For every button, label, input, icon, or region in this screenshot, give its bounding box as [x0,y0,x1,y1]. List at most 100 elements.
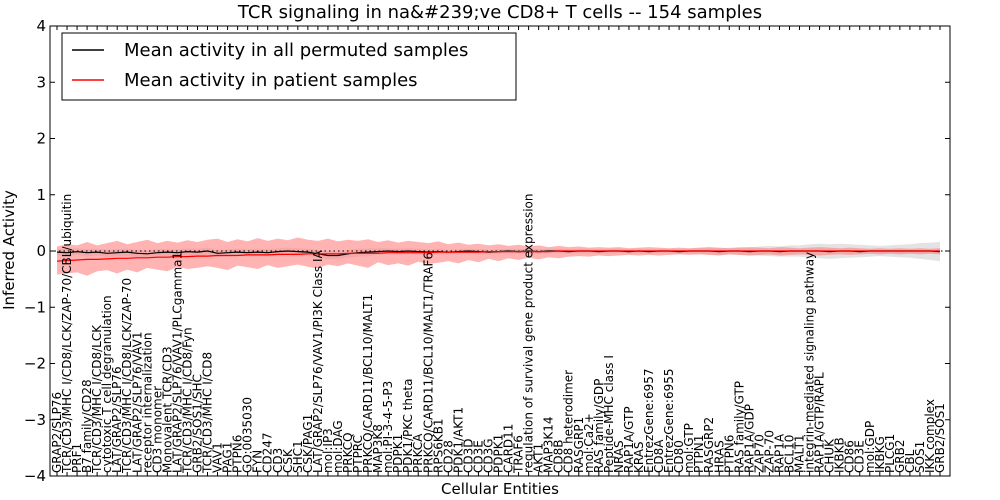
category-label: TCR/CD3/MHC I/CD8/LCK [90,324,104,474]
line-series-1 [56,250,940,262]
category-label: LAT/GRAP2/SLP76/VAV1 [130,332,144,473]
category-label: EntrezGene:6955 [662,369,676,474]
category-label: SHC1 [291,440,305,473]
category-label: MALT1 [793,434,807,473]
category-label: CD28 [441,440,455,473]
category-label: RPS6KB1 [431,418,445,473]
category-label: RASGRP2 [702,417,716,473]
category-label: BCL10 [783,435,797,473]
series-lines [56,250,941,262]
category-label: CD3G [482,438,496,473]
category-label: CSK [281,448,295,473]
category-label: CSK/PAG1 [301,414,315,473]
category-label: GRB2 [893,439,907,473]
y-tick-label: −2 [24,355,46,373]
category-label: CD3E [471,440,485,473]
category-label: RAP1A/GDP [742,404,756,473]
category-label: mol:DAG [331,420,345,473]
x-axis-ticks [56,26,941,476]
category-label: PTPN1 [692,435,706,473]
y-axis-title: Inferred Activity [0,190,18,310]
category-label: FYN [251,450,265,473]
category-label: cytotoxic T cell degranulation [100,295,114,473]
category-label: RAS family/GDP [592,379,606,473]
category-label: TCR/CD3/MHC I/CD8/LCK/ZAP-70/CBL/ubiquit… [60,194,74,474]
category-label: RAP1A/GTP [622,406,636,473]
y-tick-label: 1 [36,186,46,204]
category-label: ZAP70 [752,434,766,473]
y-axis-ticks: −4 −3 −2 −1 0 1 2 3 4 [24,17,950,485]
band-series-1 [57,237,940,276]
category-label: MAP3K8 [371,424,385,473]
category-label: PDK1/AKT1 [451,407,465,473]
legend-box [61,32,517,101]
category-label: CARD11 [502,424,516,473]
category-label: PTPN6 [231,435,245,473]
category-label: receptor internalization [140,333,154,473]
category-label: RAP1A [773,433,787,473]
category-label: mol:GDP [863,421,877,473]
x-axis-title: Cellular Entities [441,480,559,498]
category-label: PRKCQ/CARD11/BCL10/MALT1 [361,294,375,473]
category-label: CD86 [843,440,857,473]
y-tick-label: −1 [24,298,46,316]
legend-label-1: Mean activity in patient samples [124,70,418,91]
category-label: RAP1A/GTP/RAPL [813,372,827,473]
category-label: CD8 heterodimer [562,370,576,473]
category-label: RASGRP1 [572,417,586,473]
category-label: CD8A [652,439,666,473]
category-label: CBL [903,449,917,473]
legend-label-0: Mean activity in all permuted samples [124,40,468,61]
category-label: CD8B [552,440,566,474]
category-label: CD3D [461,439,475,474]
y-tick-label: 3 [36,73,46,91]
y-tick-label: −3 [24,411,46,429]
legend: Mean activity in all permuted samples Mea… [61,32,517,101]
category-label: TCR/CD3/MHC I/CD8/Fyn [180,327,194,474]
category-label: GRB2/SOS1/SHC [191,374,205,473]
plot-frame [49,25,951,477]
category-label: TRAF6 [512,435,526,474]
category-label: mol:GTP [682,423,696,473]
category-label: ZAP-70 [762,430,776,473]
category-label: GO:0035030 [241,397,255,473]
category-label: PRKCQ [341,432,355,473]
chart-title: TCR signaling in na&#239;ve CD8+ T cells… [237,2,762,23]
category-label: PRKCQ/CARD11/BCL10/MALT1/TRAF6 [421,252,435,473]
category-label: KRAS [632,441,646,473]
category-label: regulation of survival gene product expr… [522,194,536,473]
category-label: Peptide-MHC class I [602,355,616,473]
category-label: CD247 [261,432,275,473]
category-label: PRF1 [70,443,84,473]
category-label: LAT/GRAP2/SLP76/VAV1/PI3K Class IA [311,249,325,473]
category-label: GRAP2/SLP76 [50,392,64,473]
category-label: SOS1 [913,441,927,473]
category-label: PAG1 [221,442,235,473]
category-label: AKT1 [532,443,546,473]
y-tick-label: 2 [36,130,46,148]
category-label: integrin-mediated signaling pathway [803,252,817,473]
category-label: IKK complex [923,399,937,473]
category-label: LAT/GRAP2/SLP76 [110,366,124,473]
category-label: PDPK1 [391,434,405,473]
category-label: EntrezGene:6957 [642,369,656,474]
y-tick-label: −4 [24,467,46,485]
category-label: CD3 [271,448,285,473]
category-label: PTPRC [351,435,365,473]
category-label: MAP3K14 [542,416,556,473]
category-label: PRKCA [411,433,425,473]
category-label: PDK1/PKC theta [401,379,415,473]
category-label: CD3 monomer [150,386,164,473]
category-label: Monovalent TCR/CD3 [160,346,174,473]
category-label: mol:Ca2+ [582,413,596,473]
category-label: mol:IP3 [321,428,335,473]
category-label: PLCG1 [883,434,897,473]
category-label: RAS family/GTP [732,381,746,473]
category-label: HRAS [712,440,726,473]
category-label: CD80 [672,440,686,473]
category-label: PTPN6 [722,435,736,473]
category-label: TCR/CD3/MHC I/CD8/LCK/ZAP-70 [120,278,134,474]
category-label: mol:PI-3-4-5-P3 [381,381,395,473]
